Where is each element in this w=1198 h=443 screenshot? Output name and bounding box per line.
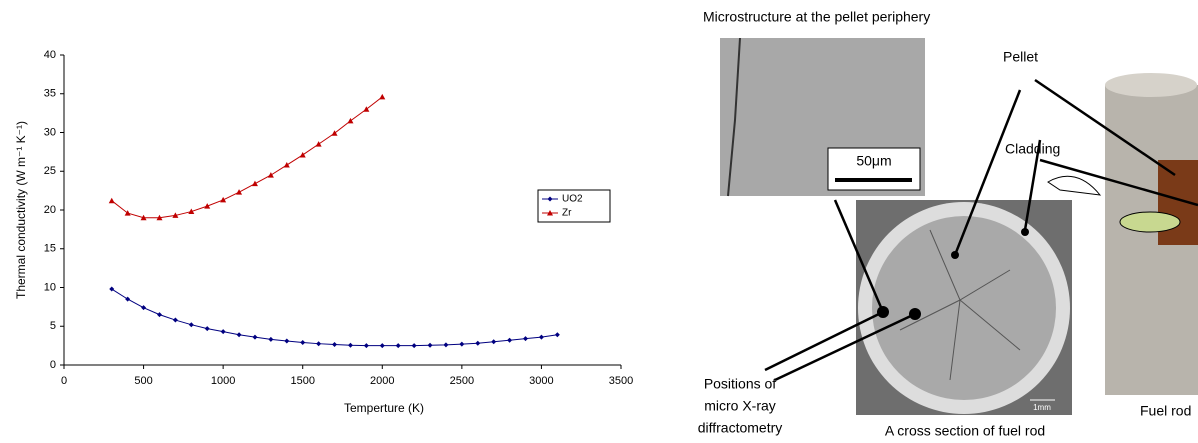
legend-label: UO2 — [562, 194, 583, 205]
legend-label: Zr — [562, 208, 572, 219]
marker — [316, 341, 321, 346]
fuel-rod-label: Fuel rod — [1140, 403, 1191, 419]
y-tick-label: 20 — [44, 204, 56, 216]
marker — [316, 141, 322, 147]
x-tick-label: 3000 — [529, 375, 553, 387]
y-tick-label: 25 — [44, 165, 56, 177]
marker — [109, 287, 114, 292]
marker — [284, 338, 289, 343]
series-line — [112, 289, 558, 346]
y-tick-label: 5 — [50, 320, 56, 332]
positions-label: Positions of — [704, 376, 776, 392]
y-tick-label: 10 — [44, 281, 56, 293]
marker — [237, 332, 242, 337]
marker — [300, 152, 306, 158]
marker — [491, 339, 496, 344]
marker — [523, 336, 528, 341]
arrow — [1048, 176, 1100, 195]
marker — [109, 198, 115, 204]
marker — [125, 297, 130, 302]
marker — [252, 335, 257, 340]
x-tick-label: 0 — [61, 375, 67, 387]
marker — [380, 343, 385, 348]
y-tick-label: 0 — [50, 359, 56, 371]
marker — [459, 342, 464, 347]
marker — [268, 337, 273, 342]
diagram: 50μm 1mm Microstructure at the pellet pe… — [698, 9, 1198, 439]
marker — [204, 203, 210, 209]
x-axis-label: Temperture (K) — [344, 401, 424, 415]
marker — [475, 341, 480, 346]
marker — [507, 338, 512, 343]
marker — [379, 94, 385, 100]
pellet-disk — [872, 216, 1056, 400]
y-axis-label: Thermal conductivity (W m⁻¹ K⁻¹) — [14, 121, 28, 299]
marker — [412, 343, 417, 348]
positions-label: micro X-ray — [704, 398, 776, 414]
y-tick-label: 30 — [44, 126, 56, 138]
rod-section — [1120, 212, 1180, 232]
x-tick-label: 1000 — [211, 375, 235, 387]
marker — [236, 189, 242, 195]
x-tick-label: 500 — [134, 375, 152, 387]
y-tick-label: 35 — [44, 88, 56, 100]
rod-top — [1105, 73, 1197, 97]
x-tick-label: 3500 — [609, 375, 633, 387]
page: 50μm 1mm Microstructure at the pellet pe… — [0, 0, 1198, 443]
marker — [347, 118, 353, 124]
y-tick-label: 15 — [44, 243, 56, 255]
marker — [300, 340, 305, 345]
marker — [221, 329, 226, 334]
marker — [428, 343, 433, 348]
marker — [268, 172, 274, 178]
marker — [141, 305, 146, 310]
marker — [252, 181, 258, 187]
marker — [539, 335, 544, 340]
cladding-label: Cladding — [1005, 141, 1060, 157]
marker — [364, 343, 369, 348]
x-tick-label: 2500 — [450, 375, 474, 387]
marker — [396, 343, 401, 348]
marker — [189, 322, 194, 327]
positions-label: diffractometry — [698, 420, 783, 436]
marker — [205, 326, 210, 331]
y-tick-label: 40 — [44, 49, 56, 61]
pellet-label: Pellet — [1003, 49, 1038, 65]
marker — [284, 162, 290, 168]
scale-label: 50μm — [856, 153, 891, 169]
marker — [157, 312, 162, 317]
marker — [443, 342, 448, 347]
marker — [332, 342, 337, 347]
cross-section-label: A cross section of fuel rod — [885, 423, 1045, 439]
figure-title: Microstructure at the pellet periphery — [703, 9, 930, 25]
series-line — [112, 97, 383, 218]
marker — [555, 332, 560, 337]
marker — [348, 343, 353, 348]
marker — [173, 318, 178, 323]
x-tick-label: 1500 — [290, 375, 314, 387]
marker — [220, 197, 226, 203]
x-tick-label: 2000 — [370, 375, 394, 387]
mm-label: 1mm — [1033, 403, 1051, 412]
